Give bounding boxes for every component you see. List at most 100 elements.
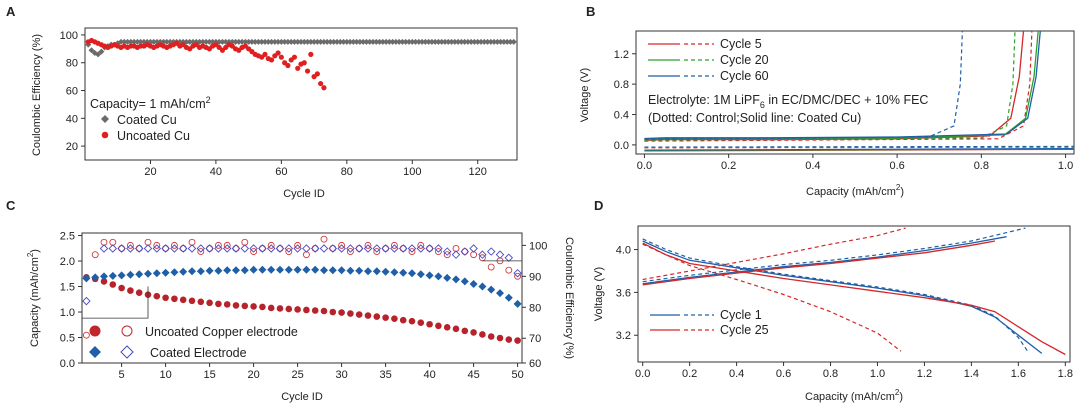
coated-capacity-point xyxy=(390,268,399,277)
x-tick-label: 1.0 xyxy=(1058,160,1073,172)
coated-cu-point xyxy=(353,38,360,45)
legend-label-cycle-25: Cycle 25 xyxy=(720,323,769,337)
coated-ce-point xyxy=(187,244,197,253)
coated-ce-point xyxy=(337,244,346,253)
x-tick-label: 0.6 xyxy=(889,160,904,172)
y2-tick-label: 80 xyxy=(529,302,541,314)
x-tick-label: 60 xyxy=(275,166,287,178)
coated-capacity-point xyxy=(108,271,117,280)
panel-c-marks xyxy=(82,235,522,344)
panel-d-xlabel: Capacity (mAh/cm2) xyxy=(805,388,903,403)
coated-capacity-point xyxy=(117,271,126,280)
x-tick-label: 5 xyxy=(119,369,125,381)
ylabel-sup: 2 xyxy=(26,252,35,257)
uncoated-capacity-point xyxy=(215,300,222,308)
y-tick-label: 4.0 xyxy=(616,245,631,257)
coated-cu-point xyxy=(363,38,370,45)
coated-ce-point xyxy=(143,244,153,253)
y2-tick-label: 100 xyxy=(529,240,547,252)
uncoated-cu-point xyxy=(318,80,324,87)
coated-capacity-point xyxy=(513,299,522,308)
uncoated-capacity-point xyxy=(241,302,249,310)
uncoated-ce-point xyxy=(197,248,205,256)
legend-marker-coated-ce xyxy=(120,345,134,359)
y-tick-label: 80 xyxy=(66,58,78,70)
coated-ce-point xyxy=(258,244,267,253)
uncoated-cu-point xyxy=(295,65,301,71)
coated-cu-point xyxy=(239,38,246,45)
uncoated-cu-point xyxy=(262,51,268,58)
coated-ce-point xyxy=(486,247,496,256)
coated-ce-point xyxy=(451,250,461,259)
coated-ce-point xyxy=(275,244,285,253)
coated-cu-point xyxy=(392,38,399,45)
uncoated-capacity-point xyxy=(461,327,469,335)
uncoated-cu-point xyxy=(314,71,320,77)
panel-d-ylabel: Voltage (V) xyxy=(593,267,605,321)
coated-cu-point xyxy=(487,38,494,45)
coated-cu-point xyxy=(252,38,259,45)
uncoated-capacity-point xyxy=(373,313,381,320)
coated-cu-point xyxy=(484,38,491,45)
coated-cu-point xyxy=(163,38,170,45)
coated-ce-point xyxy=(346,244,355,253)
panel-d-frame xyxy=(637,225,1071,363)
panel-c-xlabel: Cycle ID xyxy=(281,391,323,403)
coated-cu-point xyxy=(118,38,124,45)
coated-ce-point xyxy=(407,244,417,253)
coated-ce-point xyxy=(513,269,522,278)
note-sub: 6 xyxy=(760,100,765,110)
x-tick-label: 10 xyxy=(159,369,171,381)
uncoated-capacity-point xyxy=(505,336,513,343)
coated-cu-point xyxy=(399,38,406,45)
coated-cu-point xyxy=(419,38,426,45)
coated-capacity-point xyxy=(434,272,443,281)
coated-ce-point xyxy=(495,250,505,259)
coated-capacity-point xyxy=(214,266,223,275)
coated-cu-point xyxy=(445,38,452,45)
y-tick-label: 3.2 xyxy=(616,330,631,342)
legend-marker-uncoated-cu xyxy=(101,131,109,139)
coated-cu-point xyxy=(432,38,439,45)
coated-ce-point xyxy=(152,244,162,253)
coated-cu-point xyxy=(307,38,314,45)
uncoated-ce-point xyxy=(514,272,522,280)
uncoated-ce-point xyxy=(505,266,513,274)
coated-cu-point xyxy=(131,38,138,45)
coated-cu-point xyxy=(366,38,373,45)
uncoated-ce-point xyxy=(153,241,161,249)
uncoated-capacity-point xyxy=(127,287,134,294)
y-tick-label: 0.0 xyxy=(614,140,629,152)
coated-ce-point xyxy=(266,244,276,253)
coated-ce-point xyxy=(354,244,364,253)
coated-capacity-point xyxy=(372,267,381,276)
annotation-text: Capacity= 1 mAh/cm xyxy=(90,97,206,111)
coated-cu-point xyxy=(134,38,141,45)
legend-marker-coated-cu xyxy=(101,115,109,123)
panel-d: D 0.0 0.2 0.4 0.6 0.8 1.0 1.2 1.4 1.6 1.8 3.2 3.6 4.… xyxy=(593,198,1073,403)
panel-b-note-legend: (Dotted: Control;Solid line: Coated Cu) xyxy=(648,111,861,125)
coated-cu-point xyxy=(265,38,272,45)
coated-ce-point xyxy=(82,296,91,306)
y-tick-label: 60 xyxy=(66,86,78,98)
coated-cu-point xyxy=(422,38,429,45)
b-solid-plating-line xyxy=(644,147,1075,151)
coated-cu-point xyxy=(248,38,255,45)
uncoated-ce-point xyxy=(408,248,416,256)
x-tick-label: 25 xyxy=(291,369,303,381)
coated-cu-point xyxy=(288,38,295,45)
panel-c-axes: 5 10 15 20 25 30 35 40 45 50 0.0 0.5 1.0 1.5 2.0 2.5 70 8… xyxy=(60,231,548,381)
uncoated-cu-point xyxy=(308,51,314,58)
x-tick-label: 0.2 xyxy=(721,160,736,172)
uncoated-ce-point xyxy=(443,251,451,259)
coated-cu-point xyxy=(464,38,471,45)
panel-c-ylabel: Capacity (mAh/cm2) xyxy=(26,249,41,347)
coated-ce-point xyxy=(161,244,170,253)
legend-label-uncoated-cu: Uncoated Cu xyxy=(117,129,190,143)
coated-capacity-point xyxy=(179,267,188,276)
legend-marker-uncoated-ce xyxy=(121,325,133,337)
coated-cu-point xyxy=(262,38,268,45)
coated-ce-point xyxy=(460,247,470,256)
uncoated-cu-point xyxy=(301,60,307,66)
panel-d-axes: 0.0 0.2 0.4 0.6 0.8 1.0 1.2 1.4 1.6 1.8 3.2 3.6 4.0 xyxy=(616,245,1073,380)
